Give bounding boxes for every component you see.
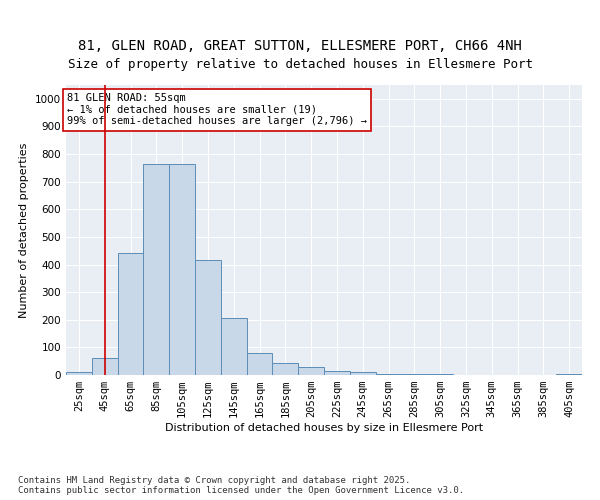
Bar <box>427 374 453 375</box>
Bar <box>247 353 272 375</box>
Text: 81, GLEN ROAD, GREAT SUTTON, ELLESMERE PORT, CH66 4NH: 81, GLEN ROAD, GREAT SUTTON, ELLESMERE P… <box>78 38 522 52</box>
Bar <box>92 358 118 375</box>
Bar <box>221 318 247 375</box>
Bar <box>324 371 350 375</box>
Bar <box>376 374 401 375</box>
Bar <box>350 372 376 375</box>
Bar <box>169 164 195 375</box>
Bar <box>66 372 92 375</box>
Text: Size of property relative to detached houses in Ellesmere Port: Size of property relative to detached ho… <box>67 58 533 71</box>
Bar <box>195 260 221 375</box>
Bar <box>401 374 427 375</box>
Bar <box>143 164 169 375</box>
Text: 81 GLEN ROAD: 55sqm
← 1% of detached houses are smaller (19)
99% of semi-detache: 81 GLEN ROAD: 55sqm ← 1% of detached hou… <box>67 94 367 126</box>
Y-axis label: Number of detached properties: Number of detached properties <box>19 142 29 318</box>
Bar <box>118 254 143 375</box>
Text: Contains HM Land Registry data © Crown copyright and database right 2025.
Contai: Contains HM Land Registry data © Crown c… <box>18 476 464 495</box>
X-axis label: Distribution of detached houses by size in Ellesmere Port: Distribution of detached houses by size … <box>165 423 483 433</box>
Bar <box>272 362 298 375</box>
Bar <box>298 368 324 375</box>
Bar <box>556 374 582 375</box>
